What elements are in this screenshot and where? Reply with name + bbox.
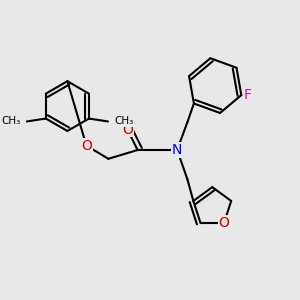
Text: O: O xyxy=(218,216,230,230)
Text: F: F xyxy=(244,88,252,102)
Text: CH₃: CH₃ xyxy=(114,116,134,127)
Text: O: O xyxy=(81,139,92,153)
Text: CH₃: CH₃ xyxy=(1,116,20,127)
Text: O: O xyxy=(122,122,133,136)
Text: N: N xyxy=(172,143,182,157)
